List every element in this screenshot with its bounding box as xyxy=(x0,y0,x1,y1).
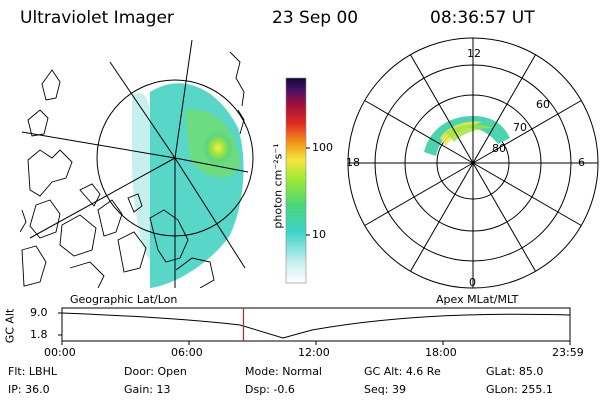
date-label: 23 Sep 00 xyxy=(272,8,359,28)
left-panel-label: Geographic Lat/Lon xyxy=(70,293,178,306)
polar-plot xyxy=(347,37,599,289)
colorbar-tick-10: 10 xyxy=(312,228,326,241)
info-gc-alt: GC Alt: 4.6 Re xyxy=(364,365,441,378)
colorbar-unit-label: photon cm⁻²s⁻¹ xyxy=(271,143,285,229)
coastlines xyxy=(20,51,245,288)
info-mode: Mode: Normal xyxy=(245,365,322,378)
altitude-curve xyxy=(61,312,571,339)
info-dsp: Dsp: -0.6 xyxy=(245,383,295,396)
time-tick-1200: 12:00 xyxy=(298,346,330,359)
mlt-label-18: 18 xyxy=(346,156,360,169)
mlat-label-60: 60 xyxy=(536,98,550,111)
altitude-ytick-low: 1.8 xyxy=(30,328,48,341)
right-panel-label: Apex MLat/MLT xyxy=(436,293,519,306)
colorbar-tick-100: 100 xyxy=(312,141,333,154)
aurora-hotspot xyxy=(202,130,234,166)
time-tick-0000: 00:00 xyxy=(44,346,76,359)
altitude-ylabel: GC Alt xyxy=(3,308,17,344)
time-tick-0600: 06:00 xyxy=(171,346,203,359)
info-gain: Gain: 13 xyxy=(124,383,171,396)
mlt-label-0: 0 xyxy=(469,276,476,289)
mlat-label-70: 70 xyxy=(513,121,527,134)
time-label: 08:36:57 UT xyxy=(430,8,535,28)
mlat-label-80: 80 xyxy=(492,142,506,155)
altitude-plot xyxy=(58,307,571,345)
altitude-frame xyxy=(61,307,571,342)
info-glat: GLat: 85.0 xyxy=(486,365,544,378)
mlt-lines xyxy=(348,38,598,288)
mlt-label-12: 12 xyxy=(467,47,481,60)
info-flt: Flt: LBHL xyxy=(8,365,57,378)
info-glon: GLon: 255.1 xyxy=(486,383,553,396)
instrument-title: Ultraviolet Imager xyxy=(20,8,174,28)
meridian-lines xyxy=(21,40,249,288)
altitude-ytick-high: 9.0 xyxy=(30,306,48,319)
info-door: Door: Open xyxy=(124,365,187,378)
mlt-label-6: 6 xyxy=(578,156,585,169)
time-tick-2359: 23:59 xyxy=(552,346,584,359)
time-tick-1800: 18:00 xyxy=(425,346,457,359)
colorbar xyxy=(285,77,307,284)
info-seq: Seq: 39 xyxy=(364,383,406,396)
aurora-arc-polar xyxy=(424,116,510,156)
info-ip: IP: 36.0 xyxy=(8,383,50,396)
geographic-map xyxy=(20,40,254,288)
